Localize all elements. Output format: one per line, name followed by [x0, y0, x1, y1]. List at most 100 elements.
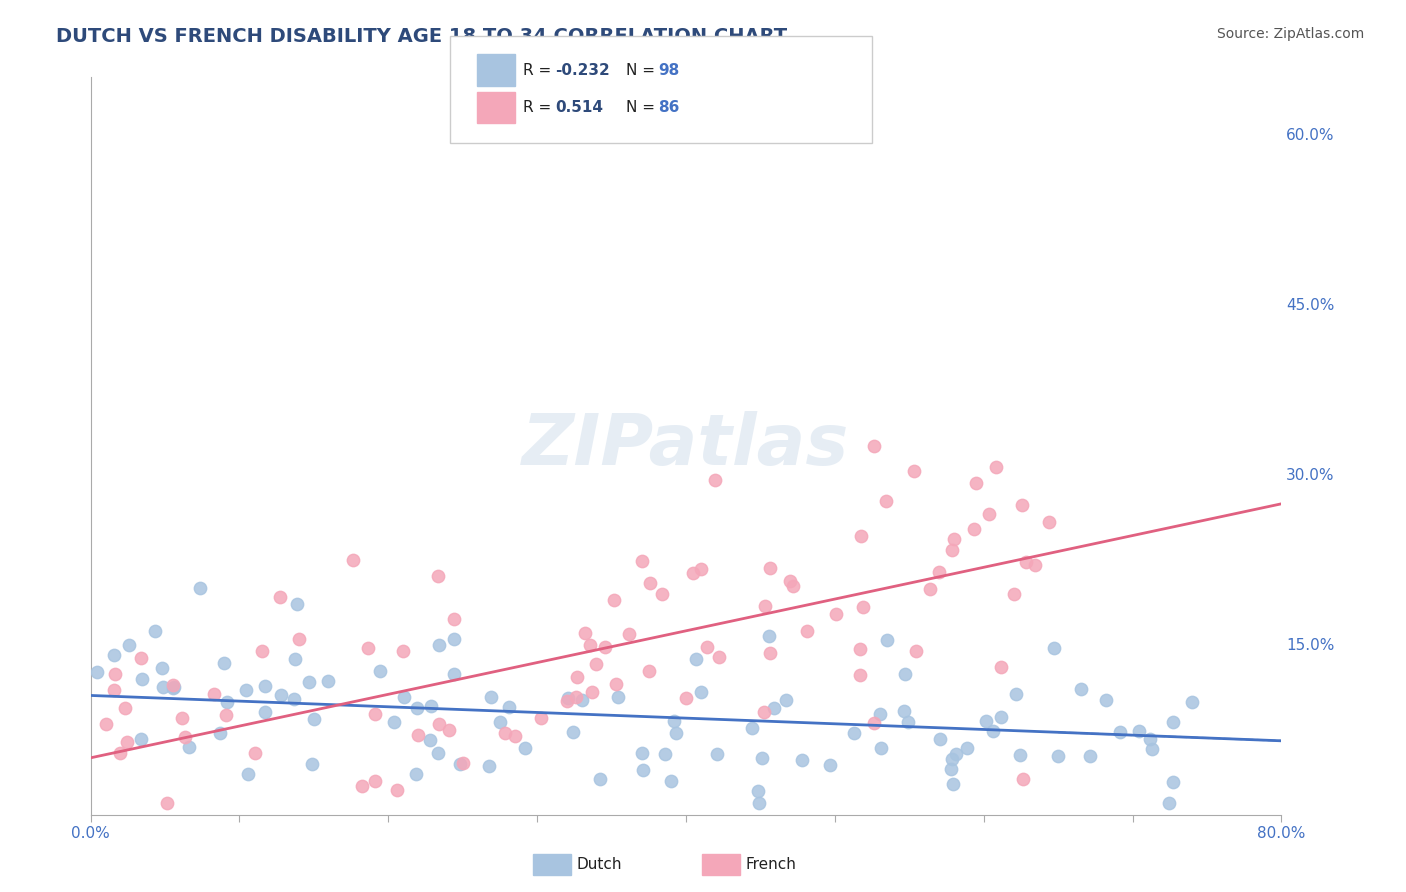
French [1012, 772, 1035, 787]
Text: -0.232: -0.232 [555, 63, 610, 78]
Dutch [897, 715, 920, 730]
French [427, 716, 450, 731]
Dutch [893, 704, 915, 718]
French [637, 664, 659, 678]
Dutch [368, 664, 391, 678]
Dutch [301, 756, 323, 771]
French [852, 600, 875, 615]
French [565, 690, 588, 704]
Dutch [942, 777, 965, 791]
French [94, 717, 117, 731]
French [288, 632, 311, 646]
French [928, 565, 950, 579]
Dutch [162, 681, 184, 695]
French [904, 644, 927, 658]
French [437, 723, 460, 737]
Dutch [870, 741, 893, 756]
Dutch [894, 667, 917, 681]
French [104, 666, 127, 681]
French [675, 690, 697, 705]
French [530, 711, 553, 725]
French [1038, 515, 1060, 529]
French [565, 670, 588, 684]
Dutch [212, 657, 235, 671]
Dutch [479, 690, 502, 705]
Text: R =: R = [523, 101, 557, 115]
Dutch [1139, 732, 1161, 747]
Dutch [1161, 774, 1184, 789]
Dutch [945, 747, 967, 761]
French [690, 562, 713, 576]
Dutch [163, 680, 186, 694]
Dutch [488, 714, 510, 729]
French [752, 705, 775, 719]
Dutch [1128, 723, 1150, 738]
Dutch [478, 759, 501, 773]
Dutch [792, 753, 814, 767]
French [903, 464, 925, 478]
Dutch [394, 690, 416, 704]
French [696, 640, 718, 655]
French [1015, 555, 1038, 569]
Dutch [419, 698, 441, 713]
French [863, 716, 886, 731]
French [965, 475, 987, 490]
French [364, 707, 387, 722]
Dutch [236, 767, 259, 781]
Dutch [285, 597, 308, 611]
Dutch [284, 652, 307, 666]
Text: N =: N = [626, 101, 659, 115]
French [170, 710, 193, 724]
French [250, 644, 273, 658]
Dutch [235, 682, 257, 697]
Dutch [748, 796, 770, 810]
Dutch [1046, 748, 1069, 763]
French [103, 683, 125, 698]
Text: 86: 86 [658, 101, 679, 115]
Dutch [974, 714, 997, 729]
Dutch [150, 661, 173, 675]
French [779, 574, 801, 589]
French [173, 730, 195, 744]
French [638, 576, 661, 591]
Dutch [427, 638, 450, 652]
Dutch [571, 693, 593, 707]
Dutch [215, 695, 238, 709]
Dutch [419, 733, 441, 747]
French [754, 599, 776, 614]
Dutch [775, 693, 797, 707]
French [941, 542, 963, 557]
Dutch [941, 752, 963, 766]
French [602, 592, 624, 607]
French [631, 554, 654, 568]
Dutch [990, 709, 1012, 723]
Dutch [1070, 682, 1092, 697]
Dutch [316, 674, 339, 689]
French [505, 729, 527, 743]
Dutch [876, 632, 898, 647]
French [1011, 498, 1033, 512]
French [848, 668, 870, 682]
Dutch [426, 746, 449, 760]
Text: N =: N = [626, 63, 659, 78]
Dutch [443, 632, 465, 646]
Dutch [606, 690, 628, 704]
French [443, 612, 465, 626]
Dutch [1140, 742, 1163, 756]
Dutch [685, 652, 707, 666]
Dutch [844, 726, 866, 740]
French [202, 687, 225, 701]
French [114, 700, 136, 714]
French [115, 735, 138, 749]
French [849, 529, 872, 543]
Dutch [1094, 693, 1116, 707]
French [342, 552, 364, 566]
Dutch [1078, 749, 1101, 764]
Dutch [654, 747, 676, 761]
Dutch [103, 648, 125, 662]
Dutch [758, 629, 780, 643]
Dutch [253, 679, 276, 693]
French [651, 587, 673, 601]
French [243, 746, 266, 760]
French [682, 566, 704, 580]
